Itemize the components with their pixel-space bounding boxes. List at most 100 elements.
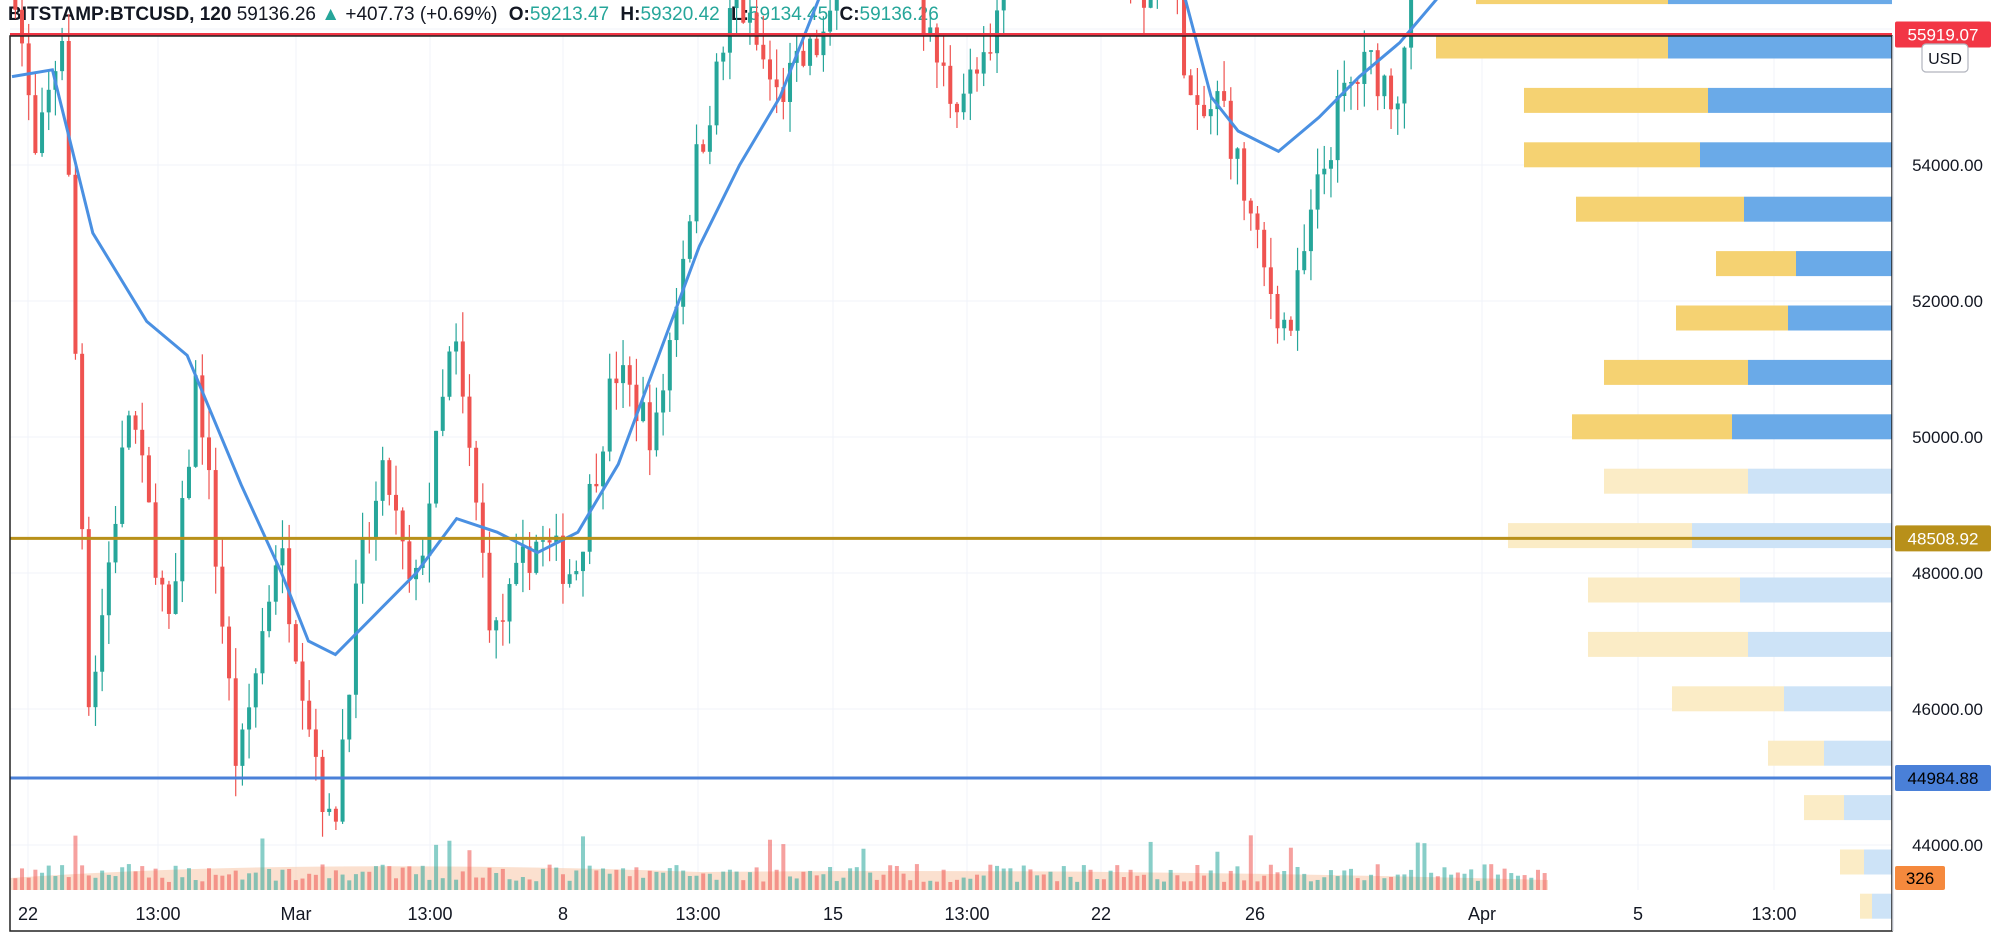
candle-body[interactable] <box>1188 75 1193 96</box>
candle-body[interactable] <box>93 671 98 708</box>
candle-body[interactable] <box>86 529 91 708</box>
symbol-label[interactable]: BITSTAMP:BTCUSD, 120 <box>8 4 232 25</box>
candle-body[interactable] <box>1148 0 1153 8</box>
candle-body[interactable] <box>213 470 218 567</box>
candle-body[interactable] <box>253 673 258 708</box>
price-axis[interactable]: 66000.0064000.0060000.0054000.0052000.00… <box>1912 0 1983 855</box>
candle-body[interactable] <box>1395 103 1400 110</box>
candle-body[interactable] <box>741 0 746 23</box>
candle-body[interactable] <box>540 540 545 542</box>
candle-body[interactable] <box>520 546 525 563</box>
candle-body[interactable] <box>146 455 151 503</box>
candle-body[interactable] <box>981 52 986 74</box>
candle-body[interactable] <box>133 415 138 430</box>
candle-body[interactable] <box>507 584 512 622</box>
candle-body[interactable] <box>1335 96 1340 161</box>
candle-body[interactable] <box>1202 104 1207 117</box>
candle-body[interactable] <box>701 144 706 152</box>
candle-body[interactable] <box>320 756 325 813</box>
candle-body[interactable] <box>267 601 272 632</box>
candle-body[interactable] <box>1195 95 1200 105</box>
candle-body[interactable] <box>801 50 806 66</box>
candle-body[interactable] <box>1141 0 1146 8</box>
candle-body[interactable] <box>20 9 25 44</box>
horizontal-levels[interactable] <box>10 0 1892 780</box>
time-axis[interactable]: 22 13:00 Mar 13:00 8 13:00 15 13:00 22 26 Apr 5 13:0… <box>18 904 1797 924</box>
candle-body[interactable] <box>995 10 1000 54</box>
candle-body[interactable] <box>821 31 826 56</box>
candle-body[interactable] <box>808 38 813 66</box>
candle-body[interactable] <box>447 351 452 397</box>
candle-body[interactable] <box>567 574 572 584</box>
candle-body[interactable] <box>834 0 839 11</box>
candle-body[interactable] <box>921 0 926 36</box>
candle-body[interactable] <box>240 729 245 766</box>
candle-body[interactable] <box>1222 91 1227 101</box>
candle-body[interactable] <box>527 546 532 573</box>
candle-body[interactable] <box>1375 50 1380 97</box>
candle-body[interactable] <box>427 503 432 556</box>
candle-body[interactable] <box>33 95 38 154</box>
candlesticks[interactable] <box>13 0 1546 837</box>
candle-body[interactable] <box>928 27 933 36</box>
candle-body[interactable] <box>1348 82 1353 84</box>
candle-body[interactable] <box>707 125 712 152</box>
candle-body[interactable] <box>186 466 191 499</box>
currency-button[interactable]: USD <box>1921 43 1969 73</box>
candle-body[interactable] <box>727 8 732 53</box>
candle-body[interactable] <box>934 27 939 63</box>
candle-body[interactable] <box>467 396 472 448</box>
candle-body[interactable] <box>1208 109 1213 117</box>
candle-body[interactable] <box>647 402 652 451</box>
candle-body[interactable] <box>106 562 111 616</box>
candle-body[interactable] <box>1248 200 1253 214</box>
candle-body[interactable] <box>1342 82 1347 97</box>
candle-body[interactable] <box>193 375 198 467</box>
candle-body[interactable] <box>694 144 699 222</box>
candle-body[interactable] <box>454 341 459 352</box>
candle-body[interactable] <box>1268 267 1273 295</box>
candle-body[interactable] <box>781 87 786 102</box>
candle-body[interactable] <box>1328 160 1333 169</box>
candle-body[interactable] <box>574 571 579 575</box>
candle-body[interactable] <box>166 584 171 614</box>
candle-body[interactable] <box>113 523 118 563</box>
candle-body[interactable] <box>460 341 465 397</box>
candle-body[interactable] <box>948 65 953 104</box>
candle-body[interactable] <box>747 12 752 23</box>
candle-body[interactable] <box>1302 251 1307 271</box>
candle-body[interactable] <box>1389 75 1394 110</box>
candle-body[interactable] <box>333 808 338 822</box>
candle-body[interactable] <box>200 375 205 438</box>
candle-body[interactable] <box>587 483 592 552</box>
candle-body[interactable] <box>373 500 378 539</box>
candle-body[interactable] <box>1362 51 1367 84</box>
candle-body[interactable] <box>988 52 993 54</box>
candle-body[interactable] <box>13 0 18 10</box>
candle-body[interactable] <box>207 437 212 471</box>
candle-body[interactable] <box>607 378 612 452</box>
candle-body[interactable] <box>621 365 626 384</box>
candle-body[interactable] <box>761 44 766 60</box>
candle-body[interactable] <box>654 412 659 451</box>
candle-body[interactable] <box>140 429 145 456</box>
candle-body[interactable] <box>126 415 131 448</box>
candle-body[interactable] <box>1295 270 1300 331</box>
candle-body[interactable] <box>153 502 158 578</box>
candle-body[interactable] <box>1355 82 1360 84</box>
candle-body[interactable] <box>634 384 639 422</box>
candle-body[interactable] <box>721 52 726 62</box>
candle-body[interactable] <box>667 340 672 391</box>
candle-body[interactable] <box>66 40 71 175</box>
candle-body[interactable] <box>1255 213 1260 230</box>
candle-body[interactable] <box>547 540 552 543</box>
candle-body[interactable] <box>353 583 358 695</box>
candle-body[interactable] <box>494 620 499 631</box>
candle-body[interactable] <box>380 460 385 501</box>
candle-body[interactable] <box>1215 91 1220 110</box>
candle-body[interactable] <box>173 581 178 614</box>
candle-body[interactable] <box>580 551 585 572</box>
candle-body[interactable] <box>1262 229 1267 268</box>
candle-body[interactable] <box>327 808 332 813</box>
